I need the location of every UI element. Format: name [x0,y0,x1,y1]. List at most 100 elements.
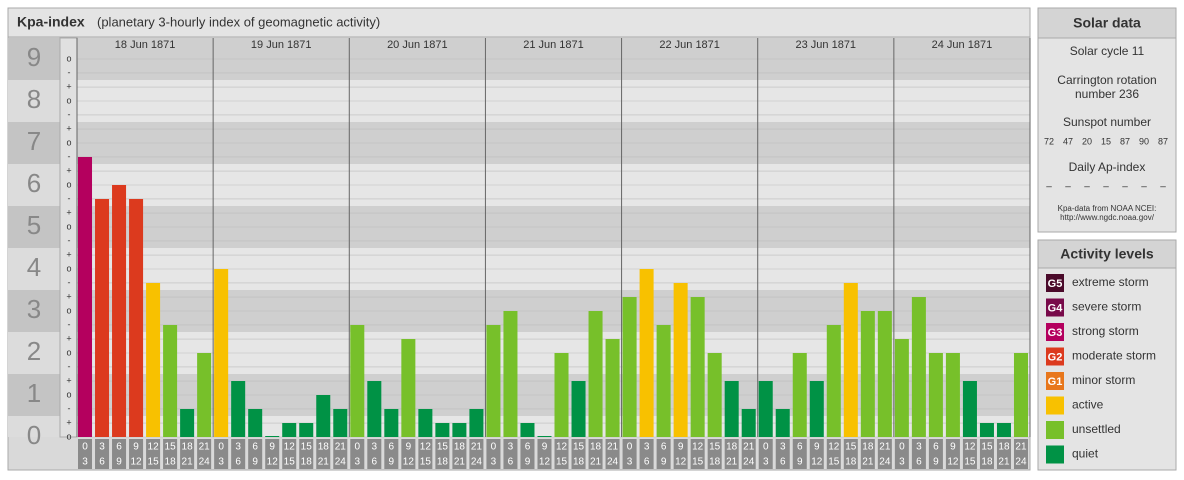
bar [877,311,892,437]
hour-to: 12 [131,457,143,468]
band [8,206,60,248]
hour-from: 0 [355,442,361,453]
minor-tick-label: + [66,123,71,133]
hour-from: 18 [318,442,330,453]
day-label: 21 Jun 1871 [523,39,584,51]
hour-to: 15 [420,457,432,468]
hour-box [180,439,195,469]
hour-box [95,439,110,469]
hour-to: 12 [675,457,687,468]
hour-to: 18 [437,457,449,468]
hour-to: 18 [573,457,585,468]
hour-to: 24 [335,457,347,468]
ap-value: – [1122,182,1128,193]
bar [112,185,127,437]
level-badge: G1 [1048,376,1063,388]
bar [758,381,773,437]
hour-from: 15 [573,442,585,453]
hour-from: 3 [644,442,650,453]
bar [928,353,943,437]
hour-from: 21 [1015,442,1027,453]
bar [996,423,1011,437]
hour-box [928,439,943,469]
y-tick-label: 8 [27,84,41,114]
y-tick-label: 2 [27,336,41,366]
hour-from: 6 [797,442,803,453]
hour-box [588,439,603,469]
hour-to: 9 [116,457,122,468]
hour-from: 15 [709,442,721,453]
hour-box [639,439,654,469]
hour-from: 15 [165,442,177,453]
bar [656,324,671,437]
hour-box [384,439,399,469]
bar [197,353,212,437]
minor-tick-label: + [66,291,71,301]
hour-box [622,439,637,469]
level-name: extreme storm [1072,275,1149,289]
level-name: severe storm [1072,300,1141,314]
hour-to: 3 [218,457,224,468]
band [8,332,60,374]
level-badge: G2 [1048,351,1063,363]
hour-box [248,439,263,469]
hour-box [469,439,484,469]
hour-to: 12 [267,457,279,468]
hour-to: 3 [491,457,497,468]
hour-from: 12 [420,442,432,453]
hour-from: 0 [763,442,769,453]
hour-box [112,439,127,469]
hour-from: 6 [252,442,258,453]
bar [537,436,552,437]
hour-from: 6 [525,442,531,453]
hour-box [78,439,93,469]
hour-from: 3 [508,442,514,453]
hour-from: 18 [454,442,466,453]
hour-from: 21 [335,442,347,453]
ap-value: – [1103,182,1109,193]
sunspot-number: 87 [1120,136,1130,146]
hour-to: 24 [879,457,891,468]
ap-value: – [1141,182,1147,193]
hour-from: 0 [82,442,88,453]
sunspot-number: 15 [1101,136,1111,146]
band [8,122,60,164]
minor-tick-label: - [68,319,71,329]
hour-from: 12 [828,442,840,453]
hour-from: 0 [627,442,633,453]
minor-tick-label: o [66,305,71,315]
hour-from: 21 [471,442,483,453]
hour-box [554,439,569,469]
hour-from: 21 [879,442,891,453]
sunspot-number: 20 [1082,136,1092,146]
chart-subtitle: (planetary 3-hourly index of geomagnetic… [97,14,380,29]
day-label: 22 Jun 1871 [659,39,720,51]
hour-to: 3 [899,457,905,468]
bar [724,381,739,437]
hour-box [877,439,892,469]
hour-to: 15 [148,457,160,468]
sunspot-number: 47 [1063,136,1073,146]
bar [282,423,297,437]
hour-box [792,439,807,469]
hour-from: 18 [590,442,602,453]
hour-from: 12 [964,442,976,453]
bar [418,408,433,437]
y-tick-label: 5 [27,210,41,240]
minor-tick-label: o [66,95,71,105]
hour-to: 15 [284,457,296,468]
bar [809,381,824,437]
hour-box [214,439,229,469]
level-swatch [1046,396,1064,415]
hour-box [996,439,1011,469]
chart-title: Kpa-index [17,14,85,30]
hour-from: 12 [692,442,704,453]
hour-from: 3 [372,442,378,453]
minor-tick-label: - [68,403,71,413]
band [8,374,60,416]
hour-to: 24 [471,457,483,468]
hour-box [146,439,161,469]
bar [129,198,144,437]
carrington: number 236 [1075,87,1139,101]
bar [316,395,331,437]
